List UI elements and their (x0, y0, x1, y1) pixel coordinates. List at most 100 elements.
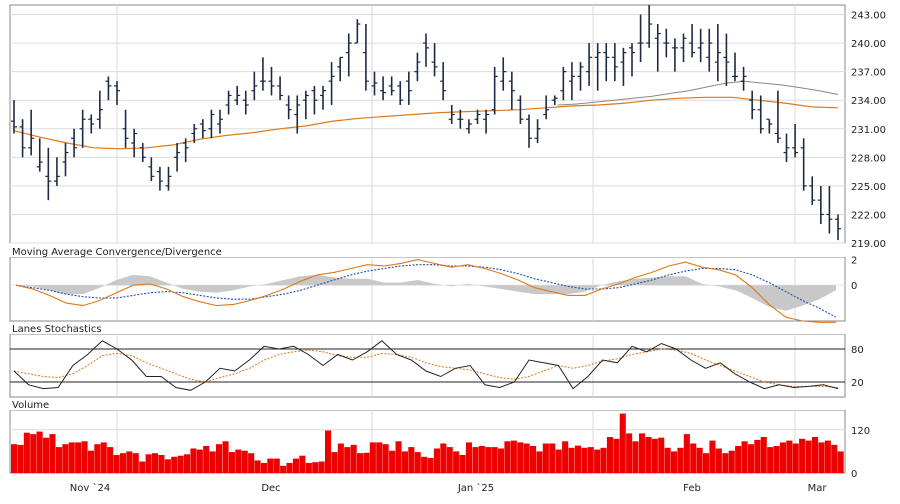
macd-y-tick-label: 0 (851, 281, 857, 292)
volume-bar (773, 446, 780, 473)
axes-layer: Nov `24 Dec Jan `25 Feb Mar 219.00 222.00 225.0… (70, 11, 886, 494)
volume-bar (389, 450, 396, 473)
volume-bar (510, 440, 517, 473)
volume-bar (562, 441, 569, 473)
volume-bar (68, 442, 75, 473)
volume-bar (536, 451, 543, 473)
volume-bar (741, 441, 748, 473)
volume-bar (203, 446, 210, 473)
volume-bar (337, 443, 344, 473)
volume-bar (760, 437, 767, 473)
volume-bar (574, 445, 581, 473)
volume-bar (728, 450, 735, 473)
volume-bar (81, 441, 88, 473)
volume-bar (715, 448, 722, 473)
volume-bar (350, 444, 357, 473)
volume-bar (286, 462, 293, 473)
volume-bar (799, 438, 806, 473)
volume-bar (523, 443, 530, 473)
volume-bar (645, 437, 652, 473)
volume-bar (491, 447, 498, 473)
volume-bar (747, 444, 754, 473)
volume-bar (549, 443, 556, 473)
volume-bar (433, 448, 440, 473)
price-y-tick-label: 228.00 (851, 153, 886, 164)
volume-bar (613, 438, 620, 473)
volume-bar (658, 437, 665, 473)
short-moving-average-line (557, 80, 839, 106)
volume-bar (318, 461, 325, 473)
volume-bar (696, 447, 703, 473)
volume-bar (23, 432, 30, 473)
volume-bar (395, 441, 402, 473)
volume-bar (504, 441, 511, 473)
volume-bar (671, 451, 678, 473)
volume-bar (11, 444, 18, 473)
volume-bar (177, 455, 184, 473)
volume-bar (299, 455, 306, 473)
stoch-panel-frame (9, 333, 846, 398)
price-y-tick-label: 240.00 (851, 39, 886, 50)
volume-bar (292, 458, 299, 473)
macd-panel-frame (9, 256, 846, 322)
x-tick-label: Mar (808, 483, 828, 494)
volume-bar (222, 441, 229, 473)
volume-bar (305, 462, 312, 473)
macd-y-tick-label: 2 (851, 256, 857, 267)
volume-bar (382, 444, 389, 473)
volume-bar (465, 442, 472, 473)
volume-bar (209, 451, 216, 473)
volume-bar (818, 442, 825, 473)
volume-bar (17, 444, 24, 473)
volume-bar (651, 438, 658, 473)
volume-bar (260, 462, 267, 473)
macd-signal-line (15, 264, 837, 318)
volume-bar (280, 465, 287, 473)
volume-bar (754, 439, 761, 473)
volume-bar (517, 442, 524, 473)
volume-bar (453, 451, 460, 473)
grid-layer (10, 5, 845, 473)
stoch-k-line (13, 340, 839, 391)
volume-bar (767, 447, 774, 473)
volume-bar (786, 440, 793, 473)
stoch-d-line (13, 348, 839, 388)
stoch-y-tick-label: 80 (851, 345, 864, 356)
volume-bar (408, 447, 415, 473)
volume-bar (228, 452, 235, 473)
x-tick-label: Jan `25 (457, 482, 494, 494)
volume-bar (87, 450, 94, 473)
long-moving-average-line (13, 96, 839, 150)
volume-bar (158, 455, 165, 473)
price-y-tick-label: 243.00 (851, 11, 886, 22)
volume-bar (837, 451, 844, 473)
price-y-tick-label: 237.00 (851, 68, 886, 79)
volume-bar (376, 442, 383, 473)
volume-bar (363, 452, 370, 473)
stoch-panel-title: Lanes Stochastics (12, 324, 102, 335)
volume-bar (530, 446, 537, 473)
volume-bar (722, 453, 729, 473)
volume-bar (421, 456, 428, 473)
volume-bar (126, 451, 133, 473)
volume-y-tick-label: 0 (851, 469, 857, 480)
volume-bar (485, 447, 492, 473)
volume-bar (581, 447, 588, 473)
price-panel-frame (9, 4, 846, 244)
price-layer (11, 5, 841, 241)
price-y-tick-label: 219.00 (851, 239, 886, 250)
volume-bar (414, 452, 421, 473)
volume-bar (472, 447, 479, 473)
volume-bar (401, 451, 408, 473)
volume-bar (632, 441, 639, 473)
volume-bar (619, 413, 626, 473)
volume-bar (113, 455, 120, 473)
x-tick-label: Nov `24 (70, 482, 110, 494)
volume-bar (735, 446, 742, 473)
volume-bar (107, 447, 114, 473)
volume-bar (30, 434, 37, 473)
volume-bar (779, 442, 786, 473)
volume-bar (49, 434, 56, 473)
volume-bar (677, 447, 684, 473)
